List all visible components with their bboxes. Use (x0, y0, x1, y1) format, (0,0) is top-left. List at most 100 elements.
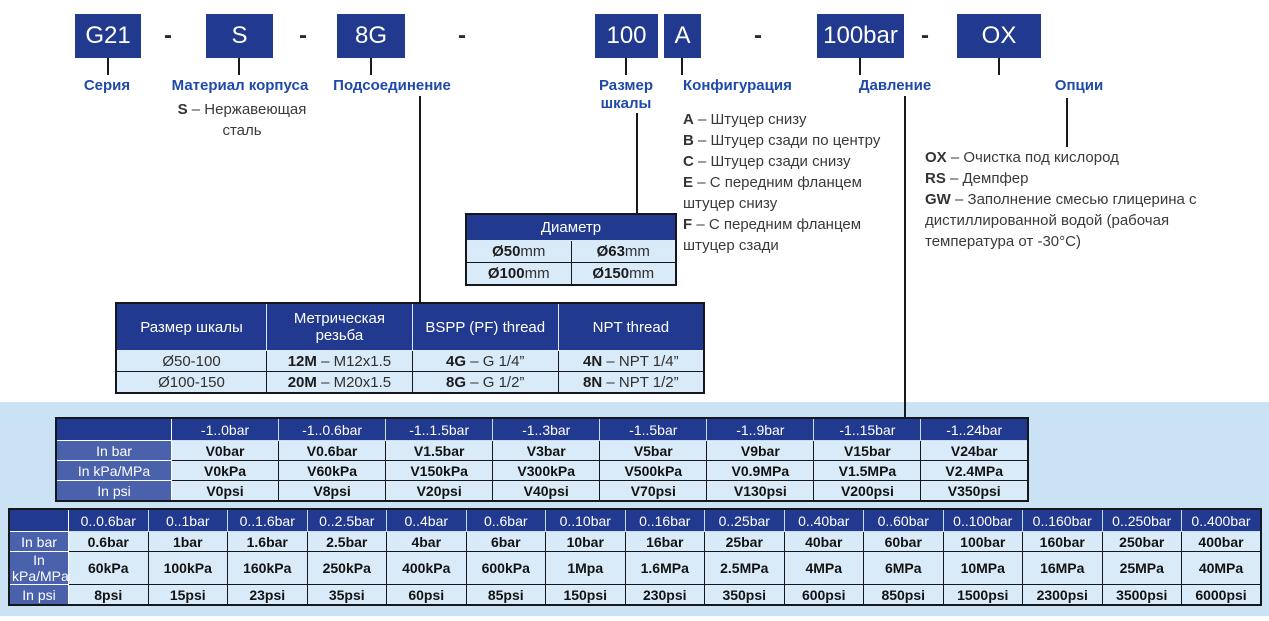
vacuum-code-cell: V20psi (385, 480, 494, 502)
diameter-table: Диаметр Ø50mm Ø63mm Ø100mm Ø150mm (465, 213, 677, 286)
code-box-material: S (206, 14, 273, 58)
label-series: Серия (83, 77, 131, 94)
diameter-cell: Ø150mm (570, 262, 677, 286)
diameter-cell: Ø63mm (570, 240, 677, 263)
metric-value: – M20x1.5 (321, 373, 392, 391)
dial-size-cell: Ø100-150 (115, 371, 267, 394)
label-connection: Подсоединение (333, 77, 451, 94)
pressure-value-cell: 60kPa (68, 551, 149, 585)
diameter-value: Ø63 (596, 243, 625, 260)
connector-line (681, 58, 683, 75)
configuration-item: A – Штуцер снизу (683, 109, 901, 130)
diameter-value: Ø150 (592, 265, 630, 282)
metric-value: – M12x1.5 (321, 352, 392, 370)
vacuum-bar-row: In bar V0bar V0.6bar V1.5bar V3bar V5bar V9ba… (55, 440, 1029, 461)
vacuum-code-cell: V9bar (706, 440, 815, 461)
thread-table-row: Ø50-100 12M – M12x1.5 4G – G 1/4” 4N – N… (115, 350, 705, 372)
pressure-value-cell: 1bar (147, 531, 228, 552)
body-material-note-line2: сталь (222, 122, 262, 139)
vacuum-code-cell: V24bar (920, 440, 1029, 461)
configuration-code: A (683, 111, 694, 128)
npt-thread-cell: 8N – NPT 1/2” (557, 371, 705, 394)
vacuum-kpa-row: In kPa/MPa V0kPa V60kPa V150kPa V300kPa V500… (55, 460, 1029, 481)
vacuum-code-cell: V2.4MPa (920, 460, 1029, 481)
bspp-thread-cell: 8G – G 1/2” (411, 371, 559, 394)
vacuum-code-cell: V0.9MPa (706, 460, 815, 481)
corner-cell (8, 508, 69, 532)
range-header-cell: -1..0.6bar (278, 417, 387, 441)
bspp-value: – G 1/2” (470, 373, 525, 391)
pressure-value-cell: 100kPa (147, 551, 228, 585)
pressure-value-cell: 160bar (1022, 531, 1103, 552)
pressure-value-cell: 2.5MPa (704, 551, 785, 585)
diameter-unit: mm (524, 265, 550, 282)
pressure-value-cell: 15psi (147, 584, 228, 606)
range-header-cell: 0..0.6bar (68, 508, 149, 532)
range-header-cell: 0..1bar (147, 508, 228, 532)
range-header-cell: 0..25bar (704, 508, 785, 532)
range-header-cell: -1..1.5bar (385, 417, 494, 441)
dial-size-cell: Ø50-100 (115, 350, 267, 372)
connector-line (370, 58, 372, 75)
connector-line (625, 58, 627, 75)
npt-value: – NPT 1/4” (606, 352, 679, 370)
pressure-value-cell: 85psi (465, 584, 546, 606)
thread-header-metric: Метрическая резьба (266, 302, 413, 351)
pressure-value-cell: 400kPa (386, 551, 467, 585)
row-label-in-bar: In bar (8, 531, 69, 552)
metric-code: 20M (287, 373, 317, 391)
dash-separator: - (299, 22, 307, 49)
configuration-item: B – Штуцер сзади по центру (683, 130, 901, 151)
option-item: OX – Очистка под кислород (925, 147, 1207, 168)
diameter-unit: mm (624, 243, 650, 260)
pressure-value-cell: 16MPa (1022, 551, 1103, 585)
range-header-cell: -1..5bar (599, 417, 708, 441)
pressure-value-cell: 2.5bar (306, 531, 387, 552)
bspp-thread-cell: 4G – G 1/4” (411, 350, 559, 372)
vacuum-code-cell: V200psi (813, 480, 922, 502)
npt-code: 4N (583, 352, 603, 370)
metric-code: 12M (287, 352, 317, 370)
row-label-in-psi: In psi (8, 584, 69, 606)
vacuum-code-cell: V130psi (706, 480, 815, 502)
pressure-to-range-table-line (904, 96, 906, 417)
range-header-cell: -1..24bar (920, 417, 1029, 441)
row-label-in-kpa-mpa: In kPa/MPa (55, 460, 172, 481)
label-options: Опции (1054, 77, 1104, 94)
row-label-in-bar: In bar (55, 440, 172, 461)
label-configuration: Конфигурация (683, 77, 792, 94)
vacuum-code-cell: V1.5MPa (813, 460, 922, 481)
range-header-cell: 0..400bar (1181, 508, 1262, 532)
npt-value: – NPT 1/2” (606, 373, 679, 391)
bspp-code: 4G (446, 352, 467, 370)
configuration-list: A – Штуцер снизу B – Штуцер сзади по цент… (683, 109, 901, 256)
pressure-value-cell: 600psi (783, 584, 864, 606)
option-item: RS – Демпфер (925, 168, 1207, 189)
thread-header-npt: NPT thread (557, 302, 705, 351)
range-header-cell: 0..4bar (386, 508, 467, 532)
range-header-cell: -1..9bar (706, 417, 815, 441)
diameter-table-row: Ø100mm Ø150mm (465, 262, 677, 286)
options-to-note-line (1066, 98, 1068, 147)
pressure-value-cell: 35psi (306, 584, 387, 606)
thread-table-header-row: Размер шкалы Метрическая резьба BSPP (PF… (115, 302, 705, 351)
vacuum-header-row: -1..0bar -1..0.6bar -1..1.5bar -1..3bar -1..… (55, 417, 1029, 441)
pressure-value-cell: 8psi (68, 584, 149, 606)
pressure-value-cell: 60bar (863, 531, 944, 552)
dial-size-to-diameter-table-line (636, 113, 638, 213)
pressure-psi-row: In psi 8psi 15psi 23psi 35psi 60psi 85psi 150p… (8, 584, 1262, 606)
metric-thread-cell: 12M – M12x1.5 (266, 350, 413, 372)
option-code: OX (925, 149, 947, 166)
diameter-value: Ø50 (492, 243, 521, 260)
vacuum-code-cell: V300kPa (492, 460, 601, 481)
pressure-value-cell: 1500psi (942, 584, 1023, 606)
configuration-text: – С передним фланцем штуцер сзади (683, 216, 862, 254)
dash-separator: - (754, 22, 762, 49)
connector-line (998, 58, 1000, 75)
pressure-value-cell: 10MPa (942, 551, 1023, 585)
diameter-unit: mm (520, 243, 546, 260)
vacuum-code-cell: V0bar (170, 440, 280, 461)
pressure-value-cell: 4MPa (783, 551, 864, 585)
pressure-value-cell: 40MPa (1181, 551, 1262, 585)
